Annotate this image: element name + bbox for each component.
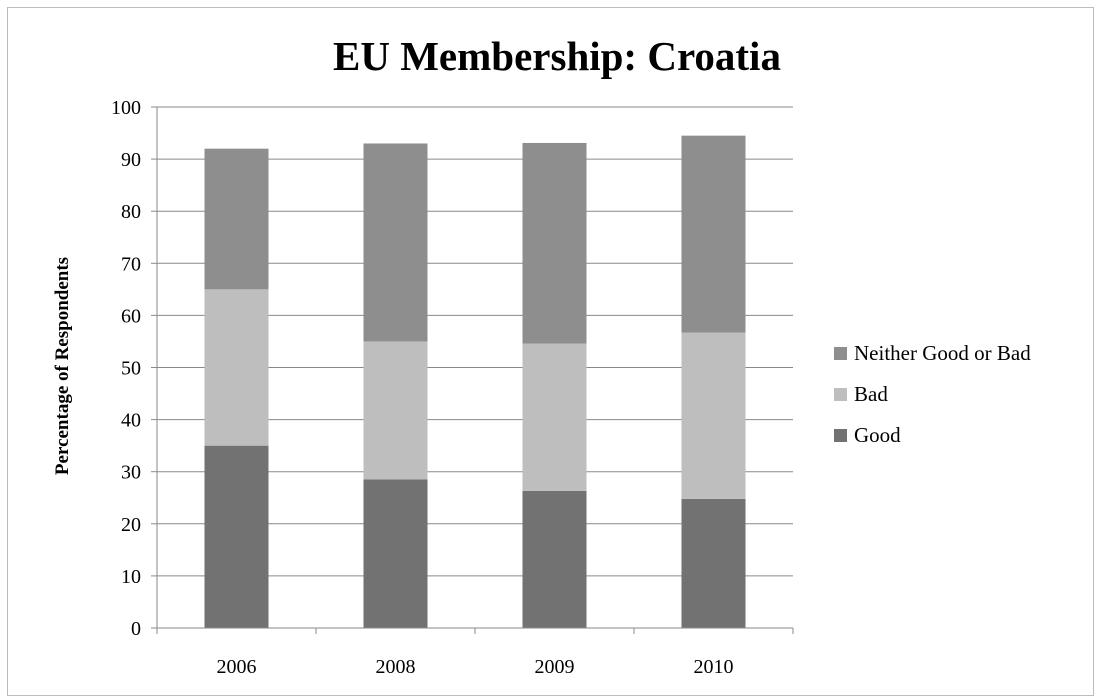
chart-title: EU Membership: Croatia — [333, 33, 781, 79]
bar-2008-good — [363, 479, 428, 628]
y-tick-label: 40 — [121, 410, 141, 432]
y-tick-label: 80 — [121, 201, 141, 223]
legend-label-bad: Bad — [854, 382, 888, 406]
bar-2008-neither-good-or-bad — [363, 143, 428, 342]
bar-2006-neither-good-or-bad — [204, 148, 269, 290]
x-tick-label: 2009 — [535, 656, 575, 678]
x-tick-label: 2008 — [376, 656, 416, 678]
y-tick-label: 60 — [121, 305, 141, 327]
y-tick-label: 0 — [131, 618, 141, 640]
y-tick-label: 70 — [121, 253, 141, 275]
bar-2006-bad — [204, 289, 269, 446]
bar-2009-neither-good-or-bad — [522, 142, 587, 344]
y-tick-label: 100 — [111, 97, 141, 119]
bar-2010-good — [681, 498, 746, 628]
legend-label-good: Good — [854, 423, 901, 447]
legend-swatch-neither-good-or-bad — [834, 347, 847, 360]
y-tick-label: 90 — [121, 149, 141, 171]
x-tick-label: 2010 — [694, 656, 734, 678]
y-tick-label: 30 — [121, 462, 141, 484]
legend: Neither Good or Bad Bad Good — [834, 341, 1031, 447]
y-tick-labels: 0 10 20 30 40 50 60 70 80 90 100 — [111, 97, 141, 640]
axes — [151, 106, 794, 634]
legend-swatch-good — [834, 429, 847, 442]
y-tick-label: 20 — [121, 514, 141, 536]
legend-label-neither-good-or-bad: Neither Good or Bad — [854, 341, 1031, 365]
y-tick-label: 50 — [121, 358, 141, 380]
bar-2010-neither-good-or-bad — [681, 135, 746, 333]
bar-2006-good — [204, 445, 269, 628]
legend-swatch-bad — [834, 388, 847, 401]
bar-2009-bad — [522, 343, 587, 491]
bars — [204, 135, 746, 628]
x-tick-label: 2006 — [217, 656, 257, 678]
y-tick-label: 10 — [121, 566, 141, 588]
bar-2010-bad — [681, 332, 746, 499]
x-tick-labels: 2006 2008 2009 2010 — [217, 656, 734, 678]
bar-2008-bad — [363, 341, 428, 480]
bar-2009-good — [522, 490, 587, 628]
y-axis-label: Percentage of Respondents — [52, 257, 73, 475]
